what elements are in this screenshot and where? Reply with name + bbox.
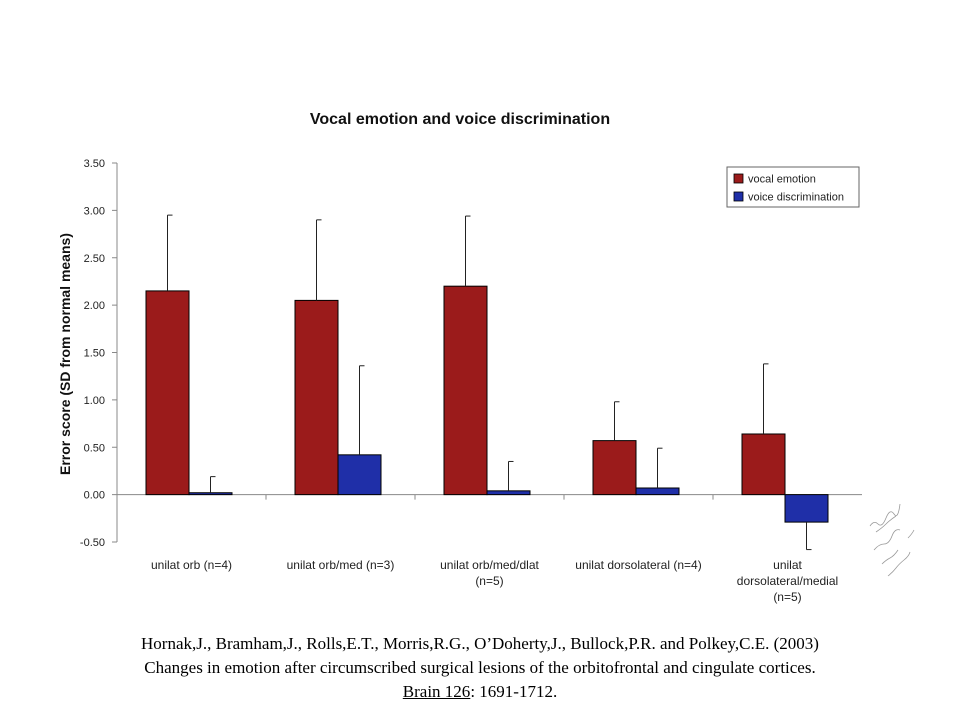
chart-title: Vocal emotion and voice discrimination: [310, 111, 610, 128]
handwritten-annotation: [869, 503, 915, 577]
category-label: unilat orb (n=4): [151, 558, 232, 572]
y-tick-label: 1.50: [84, 348, 105, 360]
y-tick-label: 2.50: [84, 253, 105, 265]
bar-vocal-emotion: [741, 433, 786, 496]
citation-title: Changes in emotion after circumscribed s…: [144, 658, 816, 677]
y-tick-label: 1.00: [84, 395, 105, 407]
bar-voice-discrimination: [486, 490, 531, 496]
citation-authors: Hornak,J., Bramham,J., Rolls,E.T., Morri…: [141, 634, 819, 653]
citation: Hornak,J., Bramham,J., Rolls,E.T., Morri…: [0, 632, 960, 704]
chart-legend: vocal emotion voice discrimination: [726, 166, 860, 208]
chart-error-bars: [167, 214, 812, 551]
bar-vocal-emotion: [443, 285, 488, 496]
bar-voice-discrimination: [784, 494, 829, 523]
y-axis-label: Error score (SD from normal means): [57, 233, 73, 475]
y-tick-label: 3.50: [84, 158, 105, 170]
citation-pages: : 1691-1712.: [470, 682, 558, 701]
legend-label: vocal emotion: [748, 174, 816, 186]
category-label: unilat dorsolateral (n=4): [575, 558, 701, 572]
category-label: unilat orb/med/dlat (n=5): [440, 558, 539, 588]
y-tick-label: 3.00: [84, 205, 105, 217]
bar-voice-discrimination: [635, 487, 680, 496]
y-tick-label: 2.00: [84, 300, 105, 312]
category-label: unilat dorsolateral/medial (n=5): [737, 558, 838, 604]
bar-vocal-emotion: [592, 440, 637, 496]
chart-bars: [145, 285, 829, 523]
chart-axes: -0.50 0.00 0.50 1.00 1.50 2.00 2.50 3.00 3.50: [80, 158, 862, 549]
category-label: unilat orb/med (n=3): [287, 558, 395, 572]
bar-vocal-emotion: [294, 299, 339, 496]
bar-voice-discrimination: [337, 454, 382, 496]
legend-label: voice discrimination: [748, 192, 844, 204]
legend-swatch: [733, 173, 744, 184]
legend-box: [726, 166, 860, 208]
category-labels: unilat orb (n=4) unilat orb/med (n=3) unil…: [151, 558, 838, 604]
citation-journal: Brain 126: [402, 682, 471, 701]
y-tick-label: 0.00: [84, 490, 105, 502]
bar-chart: Vocal emotion and voice discrimination -…: [57, 111, 862, 604]
legend-swatch: [733, 191, 744, 202]
y-tick-label: 0.50: [84, 442, 105, 454]
y-tick-label: -0.50: [80, 537, 105, 549]
bar-voice-discrimination: [188, 492, 233, 496]
citation-source: Brain 126: 1691-1712.: [0, 680, 960, 704]
bar-vocal-emotion: [145, 290, 190, 496]
